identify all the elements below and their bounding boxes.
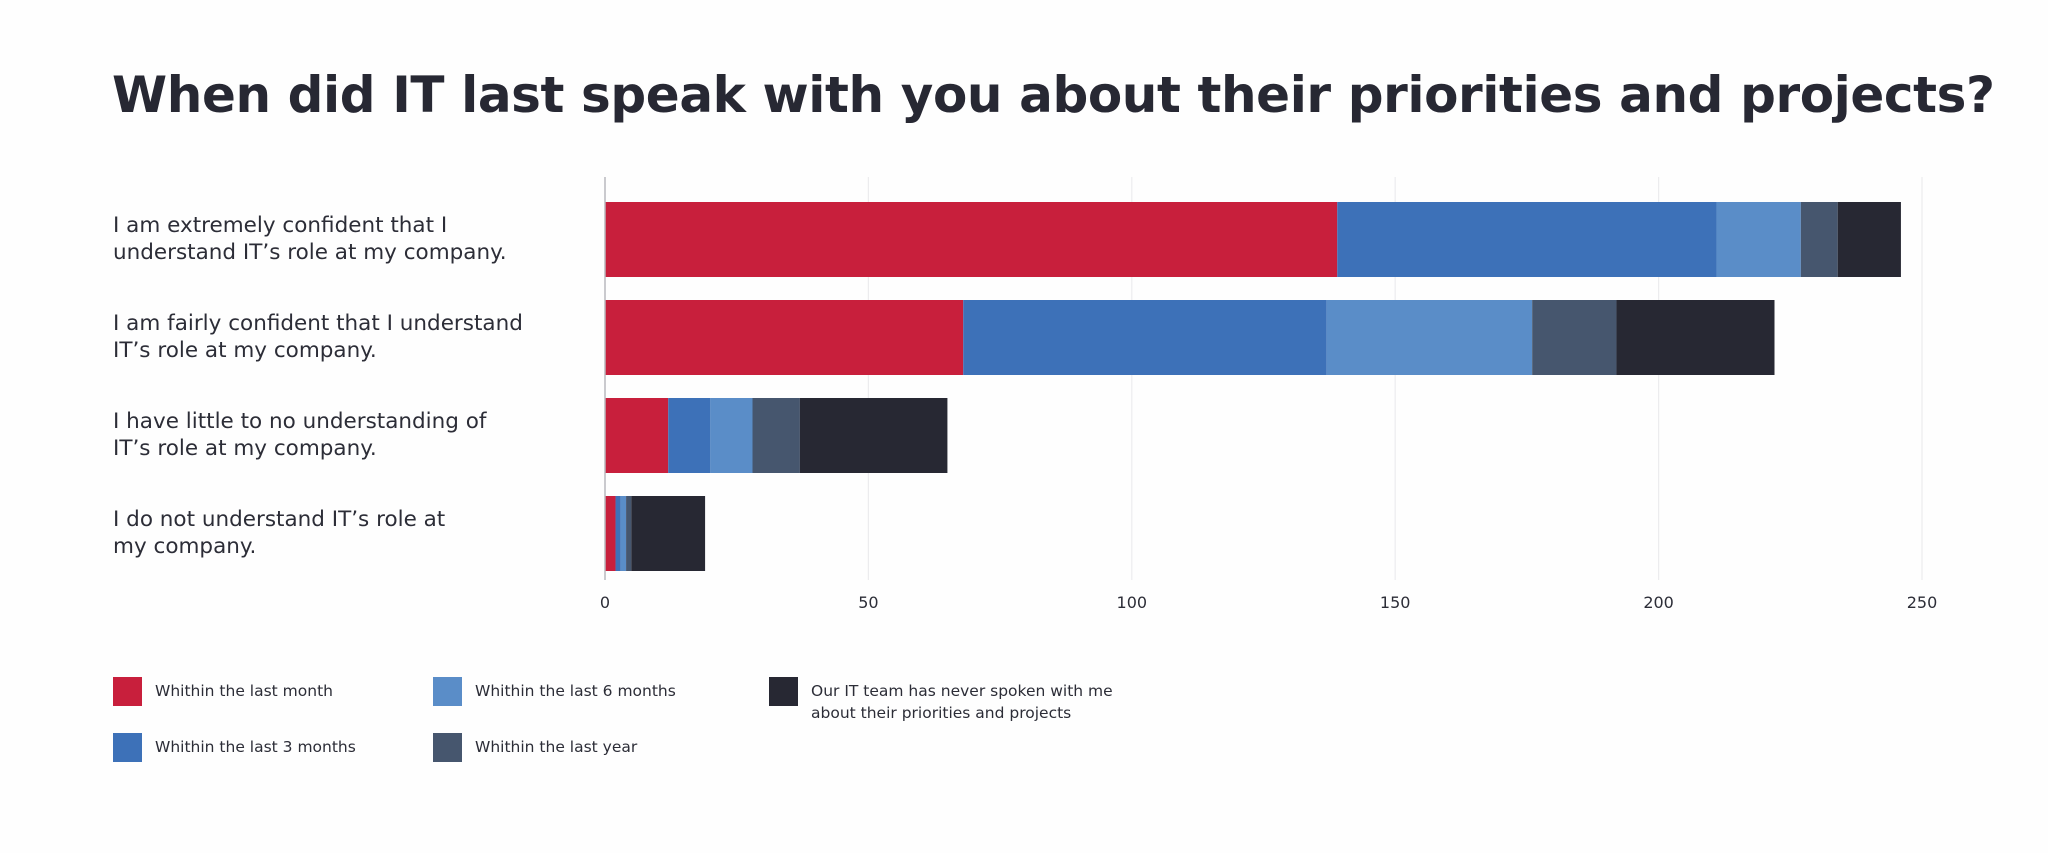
legend-swatch <box>113 733 142 762</box>
legend-label-line: Whithin the last 3 months <box>155 738 356 756</box>
legend-label: Whithin the last month <box>155 677 333 702</box>
bar-segment <box>1326 300 1533 375</box>
bar-segment <box>710 398 753 473</box>
x-tick-label: 250 <box>1907 593 1938 612</box>
bar-segment <box>605 398 669 473</box>
row-label-line: I do not understand IT’s role at <box>113 507 446 532</box>
bar-segment <box>1837 202 1901 277</box>
bar-segment <box>605 202 1338 277</box>
bar-segment <box>752 398 800 473</box>
x-tick-label: 150 <box>1380 593 1411 612</box>
row-label-line: I have little to no understanding of <box>113 409 487 434</box>
bar-segment <box>1716 202 1801 277</box>
bar-segment <box>1337 202 1717 277</box>
row-label-line: IT’s role at my company. <box>113 338 377 363</box>
legend-label-line: Whithin the last year <box>475 738 638 756</box>
legend-swatch <box>433 733 462 762</box>
x-tick-label: 0 <box>600 593 610 612</box>
bar-segment <box>1532 300 1617 375</box>
legend-item: Whithin the last 3 months <box>113 733 356 762</box>
bar-segment <box>668 398 711 473</box>
bar-segment <box>605 496 616 571</box>
bar-segment <box>615 496 621 571</box>
legend-item: Whithin the last month <box>113 677 333 706</box>
chart-title: When did IT last speak with you about th… <box>112 66 1995 124</box>
row-label-line: my company. <box>113 534 257 559</box>
row-label: I am extremely confident that I understa… <box>113 212 583 266</box>
legend-label-line: Whithin the last month <box>155 682 333 700</box>
legend-swatch <box>769 677 798 706</box>
bar-segment <box>799 398 948 473</box>
row-label-line: I am fairly confident that I understand <box>113 311 523 336</box>
row-label: I do not understand IT’s role at my comp… <box>113 506 583 560</box>
legend-label-line: Whithin the last 6 months <box>475 682 676 700</box>
bar-segment <box>1616 300 1775 375</box>
legend-label: Our IT team has never spoken with me abo… <box>811 677 1113 724</box>
x-tick-label: 200 <box>1643 593 1674 612</box>
legend-label-line: Our IT team has never spoken with me <box>811 682 1113 700</box>
legend-label: Whithin the last year <box>475 733 637 758</box>
bar-segment <box>963 300 1327 375</box>
bar-segment <box>605 300 964 375</box>
legend-swatch <box>433 677 462 706</box>
legend-label-line: about their priorities and projects <box>811 704 1072 722</box>
row-label-line: understand IT’s role at my company. <box>113 240 507 265</box>
bar-segment <box>626 496 632 571</box>
bar-segment <box>620 496 627 571</box>
row-label: I am fairly confident that I understand … <box>113 310 583 364</box>
x-tick-label: 50 <box>858 593 878 612</box>
bar-segment <box>1800 202 1838 277</box>
legend-item: Our IT team has never spoken with me abo… <box>769 677 1113 724</box>
legend-swatch <box>113 677 142 706</box>
legend-item: Whithin the last 6 months <box>433 677 676 706</box>
bars <box>605 202 1901 571</box>
legend-item: Whithin the last year <box>433 733 637 762</box>
bar-segment <box>631 496 706 571</box>
x-tick-label: 100 <box>1117 593 1148 612</box>
row-label: I have little to no understanding of IT’… <box>113 408 583 462</box>
row-label-line: I am extremely confident that I <box>113 213 448 238</box>
row-label-line: IT’s role at my company. <box>113 436 377 461</box>
legend-label: Whithin the last 3 months <box>155 733 356 758</box>
legend-label: Whithin the last 6 months <box>475 677 676 702</box>
x-axis-ticks: 0 50 100 150 200 250 <box>600 593 1937 612</box>
